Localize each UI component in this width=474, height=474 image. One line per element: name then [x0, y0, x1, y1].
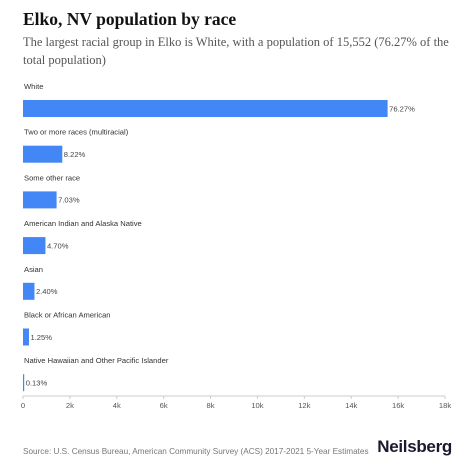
bar	[23, 282, 35, 300]
bar	[23, 191, 57, 209]
bar	[23, 145, 63, 163]
x-tick-label: 14k	[345, 401, 357, 410]
x-tick-label: 2k	[66, 401, 74, 410]
data-label: 1.25%	[30, 333, 52, 342]
brand-logo: Neilsberg	[377, 437, 452, 456]
category-label: Two or more races (multiracial)	[24, 128, 129, 137]
data-label: 4.70%	[47, 241, 69, 250]
data-label: 76.27%	[389, 104, 415, 113]
x-tick-label: 18k	[439, 401, 451, 410]
x-tick-label: 10k	[251, 401, 263, 410]
bar	[23, 374, 25, 392]
bar	[23, 237, 46, 255]
source-note: Source: U.S. Census Bureau, American Com…	[23, 447, 369, 456]
chart-title: Elko, NV population by race	[23, 9, 237, 29]
data-label: 2.40%	[36, 287, 58, 296]
data-label: 7.03%	[58, 196, 80, 205]
bar	[23, 100, 388, 117]
x-tick-label: 8k	[207, 401, 215, 410]
data-label: 0.13%	[26, 379, 48, 388]
bar	[23, 328, 29, 346]
category-label: Some other race	[24, 173, 80, 182]
category-label: Black or African American	[24, 311, 111, 320]
x-tick-label: 6k	[160, 401, 168, 410]
x-tick-label: 12k	[298, 401, 310, 410]
chart-subtitle: The largest racial group in Elko is Whit…	[23, 35, 449, 67]
category-label: White	[24, 82, 43, 91]
data-label: 8.22%	[64, 150, 86, 159]
category-label: Asian	[24, 265, 43, 274]
x-tick-label: 16k	[392, 401, 404, 410]
x-tick-label: 4k	[113, 401, 121, 410]
category-label: American Indian and Alaska Native	[24, 219, 142, 228]
x-tick-label: 0	[21, 401, 25, 410]
category-label: Native Hawaiian and Other Pacific Island…	[24, 356, 169, 365]
